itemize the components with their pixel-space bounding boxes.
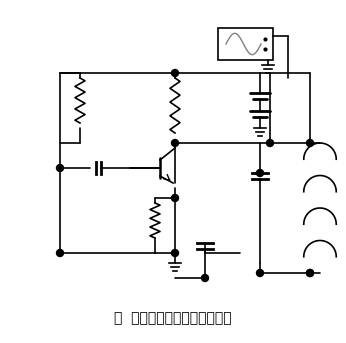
- Circle shape: [307, 140, 313, 146]
- Circle shape: [56, 165, 64, 172]
- Circle shape: [307, 270, 313, 276]
- Circle shape: [256, 270, 264, 276]
- Circle shape: [307, 270, 313, 276]
- Circle shape: [266, 140, 273, 146]
- Circle shape: [56, 249, 64, 257]
- Circle shape: [201, 274, 209, 282]
- Text: 图  电容三点式正弦波振荡电路: 图 电容三点式正弦波振荡电路: [114, 311, 232, 325]
- FancyBboxPatch shape: [218, 28, 273, 60]
- Circle shape: [256, 169, 264, 177]
- Circle shape: [172, 140, 179, 146]
- Circle shape: [172, 70, 179, 76]
- Circle shape: [172, 249, 179, 257]
- Circle shape: [172, 194, 179, 201]
